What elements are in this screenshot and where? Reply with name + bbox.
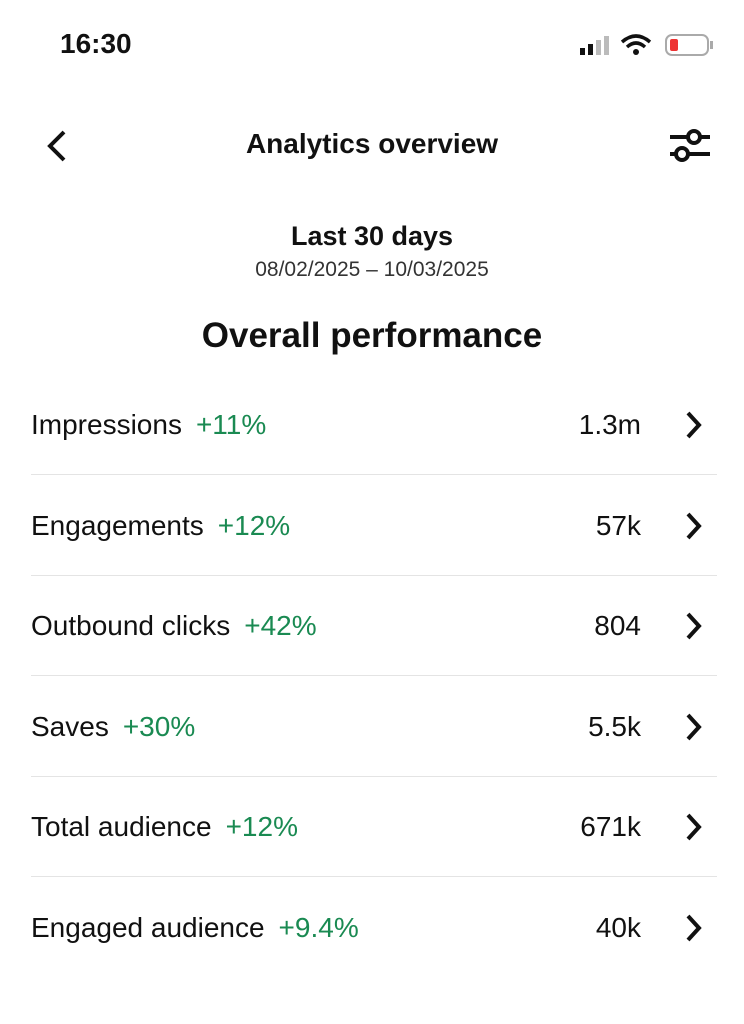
metric-row[interactable]: Total audience +12% 671k <box>31 777 717 877</box>
metric-change: +42% <box>244 610 317 641</box>
metric-change: +11% <box>195 409 267 440</box>
chevron <box>686 512 702 539</box>
chevron <box>686 411 702 439</box>
metric-row[interactable]: Impressions +11% 1.3m <box>31 375 717 475</box>
metric-change: +12% <box>217 509 291 541</box>
metric-value: 1.3m <box>578 409 641 440</box>
back-button[interactable] <box>44 128 72 164</box>
metric-value: 40k <box>595 911 641 943</box>
metric-name: Total audience <box>31 811 212 842</box>
filter-button[interactable] <box>668 126 712 166</box>
metric-change: +12% <box>225 811 298 842</box>
metric-row[interactable]: Outbound clicks +42% 804 <box>31 576 717 676</box>
page-title: Analytics overview <box>245 128 499 159</box>
metric-label: Impressions +11% <box>31 409 266 441</box>
metric-value: 57k <box>595 509 641 541</box>
period-label: Last 30 days <box>290 221 454 251</box>
metric-value: 804 <box>594 610 641 641</box>
metric-change: +30% <box>122 710 196 742</box>
metric-change: +9.4% <box>278 911 359 943</box>
chevron <box>686 612 702 640</box>
metric-value: 5.5k <box>588 710 641 742</box>
metric-label: Engaged audience +9.4% <box>31 912 359 944</box>
metric-name: Outbound clicks <box>31 610 231 641</box>
metric-row[interactable]: Saves +30% 5.5k <box>31 677 717 777</box>
metric-label: Saves +30% <box>31 711 195 743</box>
chevron <box>686 914 702 941</box>
metric-label: Engagements +12% <box>31 510 290 542</box>
metric-label: Total audience +12% <box>31 811 298 843</box>
metric-name: Engagements <box>31 509 204 541</box>
section-title: Overall performance <box>201 316 543 355</box>
period-range: 08/02/2025 – 10/03/2025 <box>255 258 489 281</box>
status-time: 16:30 <box>60 28 132 59</box>
metric-value: 671k <box>580 811 641 842</box>
metric-name: Engaged audience <box>31 911 265 943</box>
metric-name: Saves <box>31 710 109 742</box>
metric-label: Outbound clicks +42% <box>31 610 317 642</box>
chevron <box>686 713 702 740</box>
metric-name: Impressions <box>31 409 182 440</box>
chevron <box>686 813 702 841</box>
metric-row[interactable]: Engaged audience +9.4% 40k <box>31 878 717 978</box>
status-icons <box>580 34 713 56</box>
metric-row[interactable]: Engagements +12% 57k <box>31 476 717 576</box>
